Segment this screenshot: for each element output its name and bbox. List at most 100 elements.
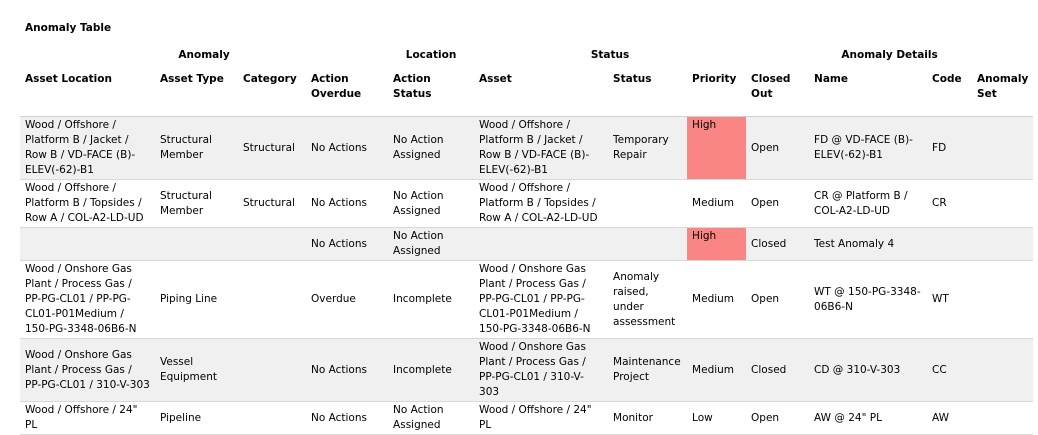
table-row: Wood / Onshore Gas Plant / Process Gas /… <box>20 261 1034 339</box>
table-cell: Wood / Offshore / Platform B / Jacket / … <box>25 119 136 176</box>
column-header: Status <box>608 66 688 117</box>
table-cell: Wood / Offshore / 24" PL <box>25 404 138 431</box>
group-header: Anomaly <box>178 48 230 61</box>
table-cell <box>972 402 1033 435</box>
group-header: Anomaly Details <box>841 48 938 61</box>
table-cell: High <box>687 116 747 180</box>
table-cell: No Actions <box>311 237 367 250</box>
column-header: Closed Out <box>746 66 810 117</box>
table-cell: Medium <box>692 197 735 209</box>
table-cell: No Actions <box>311 197 367 209</box>
table-cell: Monitor <box>613 411 653 424</box>
table-cell: No Action Assigned <box>393 230 444 257</box>
table-cell: Low <box>692 411 713 424</box>
table-row: Wood / Onshore Gas Plant / Process Gas /… <box>20 338 1034 402</box>
table-cell: Wood / Offshore / 24" PL <box>479 404 592 431</box>
table-cell: Open <box>751 411 780 424</box>
table-cell: No Action Assigned <box>393 404 444 431</box>
column-header: Action Status <box>388 66 475 117</box>
table-row: No Actions No Action Assigned High Closed Te… <box>20 227 1034 261</box>
table-cell <box>238 228 306 261</box>
table-cell: Wood / Onshore Gas Plant / Process Gas /… <box>25 348 150 391</box>
column-header: Action Overdue <box>306 66 389 117</box>
table-cell <box>20 228 155 261</box>
table-cell: Vessel Equipment <box>160 356 217 383</box>
column-header: Category <box>238 66 306 117</box>
column-header-row: Asset Location Asset Type Category Action O… <box>20 66 1034 117</box>
table-cell: No Action Assigned <box>393 189 444 217</box>
table-cell: Temporary Repair <box>613 134 669 161</box>
table-title: Anomaly Table <box>25 22 112 34</box>
table-cell <box>972 228 1033 261</box>
table-cell: CR @ Platform B / COL-A2-LD-UD <box>814 189 908 217</box>
table-cell: Wood / Offshore / Platform B / Topsides … <box>479 182 598 224</box>
table-cell: Maintenance Project <box>613 356 681 383</box>
column-header: Code <box>927 66 973 117</box>
table-cell <box>972 339 1033 402</box>
table-cell: WT @ 150-PG-3348-06B6-N <box>814 285 921 313</box>
page: Anomaly Table Anomaly Location Status An… <box>20 22 1034 435</box>
table-cell <box>238 261 306 339</box>
table-cell <box>155 228 238 261</box>
table-cell: High <box>687 227 747 261</box>
table-cell: No Actions <box>311 363 367 376</box>
table-cell: FD @ VD-FACE (B)-ELEV(-62)-B1 <box>814 134 913 161</box>
table-cell: WT <box>932 293 949 305</box>
column-header: Priority <box>687 66 747 117</box>
table-row: Wood / Offshore / Platform B / Jacket / … <box>20 116 1034 180</box>
table-cell: Closed <box>751 237 787 250</box>
table-cell: No Actions <box>311 411 367 424</box>
group-header: Location <box>405 48 457 61</box>
table-cell: Incomplete <box>393 363 452 376</box>
table-cell: Wood / Onshore Gas Plant / Process Gas /… <box>479 341 586 398</box>
table-cell <box>238 402 306 435</box>
column-header: Name <box>809 66 928 117</box>
table-body: Wood / Offshore / Platform B / Jacket / … <box>20 116 1034 435</box>
table-cell: Medium <box>692 293 735 305</box>
table-cell: Wood / Onshore Gas Plant / Process Gas /… <box>479 263 591 335</box>
table-cell: AW @ 24" PL <box>814 411 882 424</box>
table-cell: Pipeline <box>160 411 202 424</box>
table-cell: FD <box>932 141 947 154</box>
table-row: Wood / Offshore / Platform B / Topsides … <box>20 180 1034 228</box>
table-row: Wood / Offshore / 24" PL Pipeline No Actio… <box>20 402 1034 435</box>
table-cell: CR <box>932 197 947 209</box>
table-cell <box>608 180 687 228</box>
column-header: Asset Type <box>155 66 238 117</box>
table-cell: Open <box>751 293 780 305</box>
column-header: Asset <box>474 66 609 117</box>
table-cell <box>608 228 687 261</box>
table-cell: Anomaly raised, under assessment <box>613 270 676 328</box>
table-cell: Closed <box>751 363 787 376</box>
table-cell <box>972 180 1033 228</box>
table-cell <box>238 339 306 402</box>
table-cell: No Actions <box>311 141 367 154</box>
table-cell <box>927 228 972 261</box>
table-cell: Test Anomaly 4 <box>814 237 895 250</box>
table-cell <box>972 117 1033 180</box>
table-cell <box>972 261 1033 339</box>
table-cell: AW <box>932 411 950 424</box>
column-header: Asset Location <box>20 66 155 117</box>
table-cell: Overdue <box>311 293 356 305</box>
table-cell: Wood / Offshore / Platform B / Jacket / … <box>479 119 590 176</box>
table-cell: Medium <box>692 363 735 376</box>
table-cell: No Action Assigned <box>393 134 444 161</box>
table-cell: CC <box>932 363 947 376</box>
table-cell <box>474 228 608 261</box>
anomaly-table: Anomaly Location Status Anomaly Details … <box>20 44 1034 435</box>
table-cell: Incomplete <box>393 293 452 305</box>
column-header: Anomaly Set <box>972 66 1034 117</box>
table-cell: Structural Member <box>160 134 212 161</box>
table-cell: CD @ 310-V-303 <box>814 363 901 376</box>
group-header: Status <box>590 48 630 61</box>
table-cell: Wood / Offshore / Platform B / Topsides … <box>25 182 144 224</box>
table-cell: Wood / Onshore Gas Plant / Process Gas /… <box>25 263 137 335</box>
table-cell: Open <box>751 141 780 154</box>
table-cell: Piping Line <box>160 293 218 305</box>
table-cell: Structural <box>243 141 295 154</box>
table-cell: Structural Member <box>160 189 212 217</box>
table-cell: Structural <box>243 197 295 209</box>
group-header-row: Anomaly Location Status Anomaly Details <box>20 44 1033 66</box>
table-cell: Open <box>751 197 780 209</box>
